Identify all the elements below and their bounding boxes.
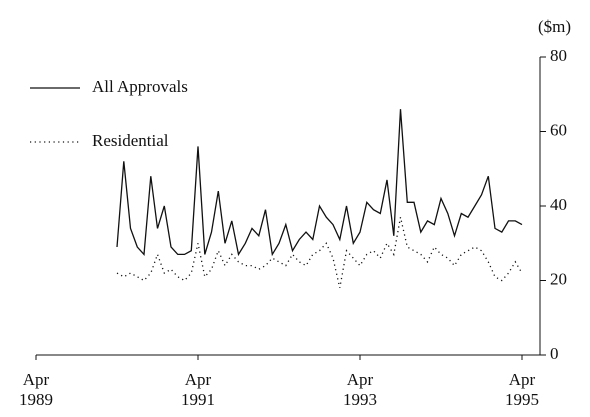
x-tick-label: Apr 1991: [181, 370, 215, 409]
series-line: [116, 109, 523, 257]
x-tick-label: Apr 1993: [343, 370, 377, 409]
series-line: [116, 217, 523, 289]
x-tick-label: Apr 1989: [19, 370, 53, 409]
legend-label: Residential: [92, 131, 169, 150]
legend-label: All Approvals: [92, 77, 188, 96]
y-tick-label: 40: [550, 195, 567, 214]
y-tick-label: 0: [550, 344, 559, 363]
y-tick-label: 20: [550, 269, 567, 288]
y-tick-label: 60: [550, 120, 567, 139]
x-tick-label: Apr 1995: [505, 370, 539, 409]
y-axis-label: ($m): [538, 17, 571, 36]
y-tick-label: 80: [550, 46, 567, 65]
